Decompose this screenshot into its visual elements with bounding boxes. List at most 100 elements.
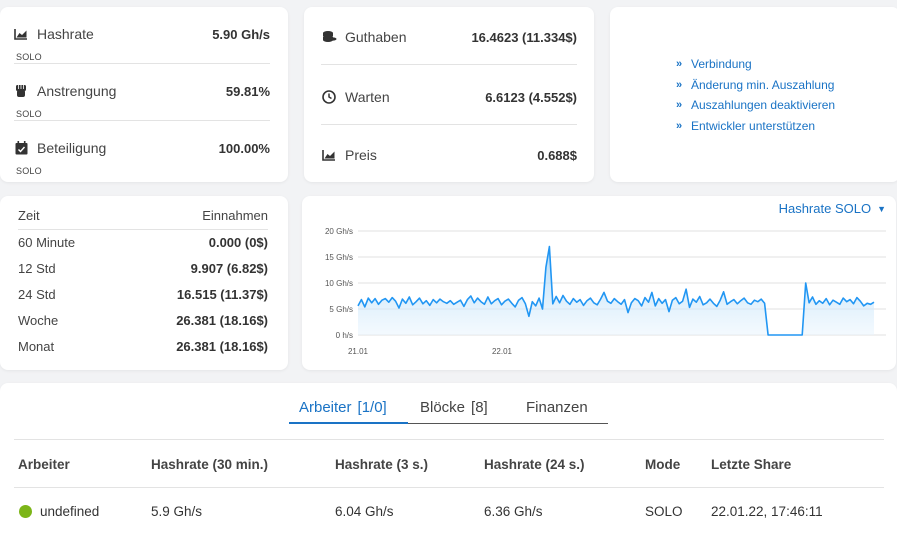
worker-last-share: 22.01.22, 17:46:11 <box>711 504 823 519</box>
stat-mode: SOLO <box>16 52 42 62</box>
online-status-icon <box>19 505 32 518</box>
earnings-row: 60 Minute 0.000 (0$) <box>18 235 268 250</box>
actions-card: » Verbindung » Änderung min. Auszahlung … <box>610 7 897 182</box>
stat-mode: SOLO <box>16 166 42 176</box>
earnings-card: Zeit Einnahmen 60 Minute 0.000 (0$) 12 S… <box>0 196 288 370</box>
double-chevron-right-icon: » <box>676 119 683 132</box>
earnings-header-income: Einnahmen <box>202 208 268 223</box>
earnings-amount: 9.907 (6.82$) <box>190 261 268 276</box>
worker-name: undefined <box>40 504 100 519</box>
stat-value: 100.00% <box>218 140 270 156</box>
stat-mode: SOLO <box>16 109 42 119</box>
fist-icon <box>14 84 28 98</box>
workers-card: Arbeiter [1/0] Blöcke [8] Finanzen Arbeite… <box>0 383 897 547</box>
price-row: Preis 0.688$ <box>321 125 577 183</box>
worker-mode: SOLO <box>645 504 683 519</box>
earnings-amount: 16.515 (11.37$) <box>176 287 268 302</box>
series-line <box>357 245 875 336</box>
double-chevron-right-icon: » <box>676 78 683 91</box>
link-support-developer[interactable]: » Entwickler unterstützen <box>676 116 835 137</box>
balance-value: 16.4623 (11.334$) <box>471 29 577 45</box>
series-area <box>358 246 874 335</box>
worker-hashrate-30m: 5.9 Gh/s <box>151 504 203 519</box>
tab-count: [1/0] <box>357 399 387 416</box>
stat-share: Beteiligung 100.00% SOLO <box>14 121 270 178</box>
stat-hashrate: Hashrate 5.90 Gh/s SOLO <box>14 7 270 64</box>
earnings-amount: 26.381 (18.16$) <box>176 313 268 328</box>
balance-row: Guthaben 16.4623 (11.334$) <box>321 7 577 65</box>
earnings-row: 12 Std 9.907 (6.82$) <box>18 261 268 276</box>
tab-count: [8] <box>471 399 488 416</box>
balance-value: 6.6123 (4.552$) <box>485 89 577 105</box>
table-header: Arbeiter Hashrate (30 min.) Hashrate (3 … <box>14 439 884 488</box>
table-row[interactable]: undefined 5.9 Gh/s 6.04 Gh/s 6.36 Gh/s S… <box>14 488 884 534</box>
col-hashrate-3s[interactable]: Hashrate (3 s.) <box>335 457 429 472</box>
tab-finances[interactable]: Finanzen <box>513 399 608 424</box>
worker-name-cell: undefined <box>19 504 99 519</box>
y-tick-label: 5 Gh/s <box>329 305 353 314</box>
link-label: Auszahlungen deaktivieren <box>691 98 836 113</box>
earnings-row: Monat 26.381 (18.16$) <box>18 339 268 354</box>
tab-label: Finanzen <box>526 399 588 416</box>
tab-label: Blöcke <box>420 399 466 416</box>
col-hashrate-24s[interactable]: Hashrate (24 s.) <box>484 457 585 472</box>
earnings-header-time: Zeit <box>18 208 40 223</box>
earnings-period: Monat <box>18 339 55 354</box>
x-tick-label: 21.01 <box>348 347 369 356</box>
worker-hashrate-24s: 6.36 Gh/s <box>484 504 543 519</box>
balance-label: Warten <box>345 89 390 105</box>
tab-label: Arbeiter <box>299 399 352 416</box>
link-disable-payouts[interactable]: » Auszahlungen deaktivieren <box>676 95 835 116</box>
earnings-amount: 26.381 (18.16$) <box>176 339 268 354</box>
y-tick-label: 15 Gh/s <box>325 253 353 262</box>
col-mode[interactable]: Mode <box>645 457 681 472</box>
hashrate-chart: 20 Gh/s 15 Gh/s 10 Gh/s 5 Gh/s 0 h/s 21.01 22.… <box>325 227 886 356</box>
y-tick-label: 10 Gh/s <box>325 279 353 288</box>
stat-value: 5.90 Gh/s <box>212 26 270 42</box>
link-label: Änderung min. Auszahlung <box>691 77 835 92</box>
earnings-period: 24 Std <box>18 287 56 302</box>
link-change-min-payout[interactable]: » Änderung min. Auszahlung <box>676 75 835 96</box>
y-tick-label: 0 h/s <box>336 331 353 340</box>
col-worker[interactable]: Arbeiter <box>18 457 70 472</box>
link-label: Verbindung <box>691 57 752 72</box>
area-chart-icon <box>321 147 337 163</box>
hashrate-chart-card: 20 Gh/s 15 Gh/s 10 Gh/s 5 Gh/s 0 h/s 21.01 22.… <box>302 196 896 370</box>
tab-bar: Arbeiter [1/0] Blöcke [8] Finanzen <box>289 399 608 424</box>
chart-series-dropdown[interactable]: Hashrate SOLO ▼ <box>779 201 886 216</box>
x-tick-label: 22.01 <box>492 347 513 356</box>
earnings-period: 12 Std <box>18 261 56 276</box>
earnings-header: Zeit Einnahmen <box>18 208 268 230</box>
balance-label: Preis <box>345 147 377 163</box>
earnings-row: 24 Std 16.515 (11.37$) <box>18 287 268 302</box>
earnings-period: Woche <box>18 313 59 328</box>
balance-value: 0.688$ <box>537 147 577 163</box>
stat-label: Anstrengung <box>37 83 117 99</box>
coins-icon <box>321 29 337 45</box>
hashrate-stats-card: Hashrate 5.90 Gh/s SOLO Anstrengung 59.8… <box>0 7 288 182</box>
workers-table: Arbeiter Hashrate (30 min.) Hashrate (3 … <box>14 439 884 534</box>
stat-label: Hashrate <box>37 26 94 42</box>
calendar-check-icon <box>14 141 28 155</box>
col-hashrate-30m[interactable]: Hashrate (30 min.) <box>151 457 269 472</box>
double-chevron-right-icon: » <box>676 99 683 112</box>
earnings-amount: 0.000 (0$) <box>208 235 268 250</box>
pending-row: Warten 6.6123 (4.552$) <box>321 67 577 125</box>
clock-icon <box>321 89 337 105</box>
worker-hashrate-3s: 6.04 Gh/s <box>335 504 394 519</box>
double-chevron-right-icon: » <box>676 58 683 71</box>
stat-effort: Anstrengung 59.81% SOLO <box>14 64 270 121</box>
tab-workers[interactable]: Arbeiter [1/0] <box>289 399 408 424</box>
link-label: Entwickler unterstützen <box>691 118 816 133</box>
tab-blocks[interactable]: Blöcke [8] <box>408 399 513 424</box>
balance-card: Guthaben 16.4623 (11.334$) Warten 6.6123… <box>304 7 594 182</box>
col-last-share[interactable]: Letzte Share <box>711 457 792 472</box>
link-connection[interactable]: » Verbindung <box>676 54 835 75</box>
earnings-period: 60 Minute <box>18 235 76 250</box>
earnings-row: Woche 26.381 (18.16$) <box>18 313 268 328</box>
stat-label: Beteiligung <box>37 140 107 156</box>
balance-label: Guthaben <box>345 29 407 45</box>
caret-down-icon: ▼ <box>877 203 886 214</box>
chart-series-label: Hashrate SOLO <box>778 201 872 216</box>
area-chart-icon <box>14 27 28 41</box>
